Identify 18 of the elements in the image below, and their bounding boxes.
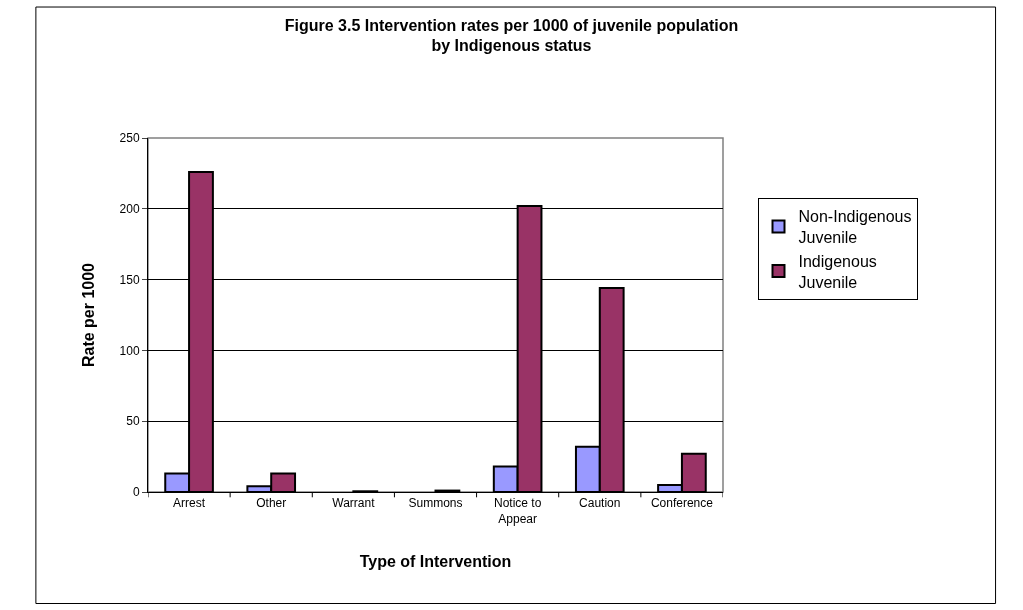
x-tick-label: Warrant: [332, 496, 376, 511]
y-tick-label: 250: [119, 131, 140, 146]
x-tick-label: Caution: [579, 496, 621, 511]
y-tick-label: 100: [119, 343, 140, 358]
x-tick-label: Arrest: [173, 496, 206, 511]
x-axis-title: Type of Intervention: [359, 552, 512, 570]
chart-title: Figure 3.5 Intervention rates per 1000 of juvenile population by Indigenous status: [284, 16, 739, 55]
y-tick-label: 200: [119, 202, 140, 216]
x-tick-label: Other: [256, 496, 287, 511]
x-tick-label: Conference: [650, 496, 714, 511]
legend-label: Indigenous Juvenile: [798, 252, 877, 291]
y-axis-title: Rate per 1000: [80, 262, 98, 368]
y-tick-label: 0: [132, 485, 140, 500]
x-tick-label: Summons: [408, 496, 463, 511]
y-tick-label: 50: [126, 414, 140, 429]
x-tick-label: Notice to Appear: [493, 496, 542, 526]
legend-label: Non-Indigenous Juvenile: [798, 208, 912, 247]
y-tick-label: 150: [119, 272, 140, 287]
